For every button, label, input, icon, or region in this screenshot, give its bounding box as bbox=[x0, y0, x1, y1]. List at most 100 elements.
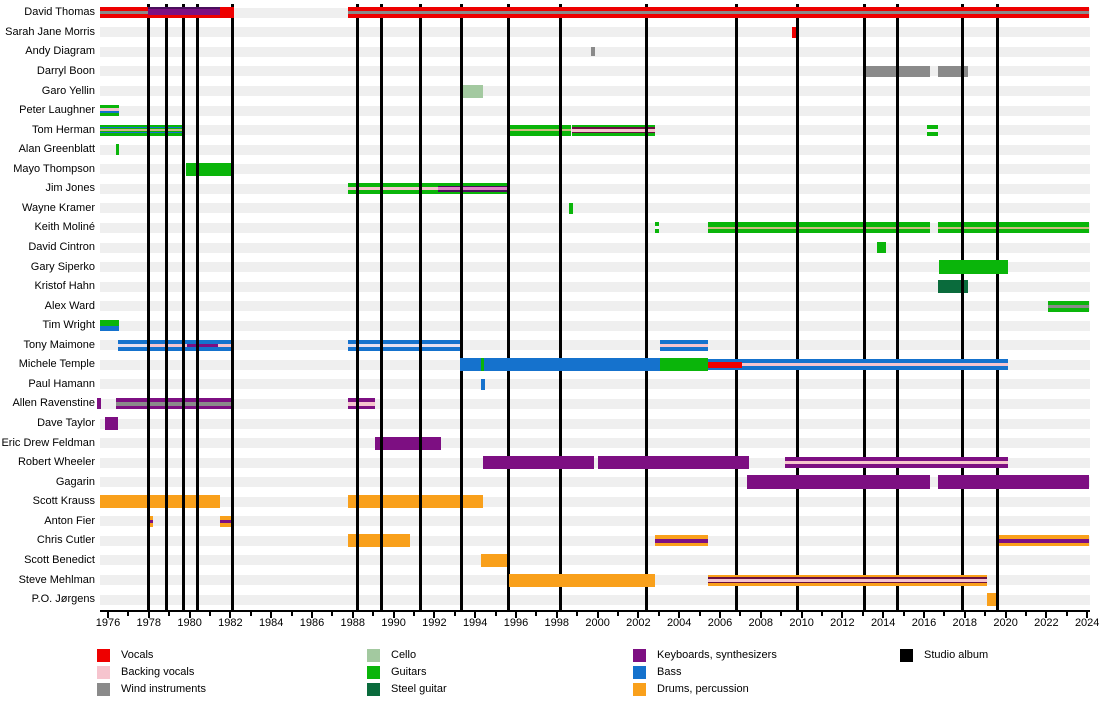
year-tick bbox=[474, 612, 477, 618]
studio-album-line bbox=[356, 4, 360, 610]
timeline-bar bbox=[220, 7, 235, 19]
timeline-bar bbox=[659, 358, 708, 372]
row-band bbox=[100, 46, 1090, 57]
legend-swatch-guitars bbox=[367, 666, 380, 679]
instrument-stripe bbox=[785, 460, 1008, 465]
instrument-stripe bbox=[572, 127, 655, 129]
timeline-bar bbox=[99, 105, 120, 117]
studio-album-line bbox=[645, 4, 649, 610]
row-band bbox=[100, 203, 1090, 214]
legend-swatch-bass bbox=[633, 666, 646, 679]
year-tick bbox=[1065, 612, 1068, 616]
member-label: Darryl Boon bbox=[36, 64, 95, 77]
legend-swatch-drums-percussion bbox=[633, 683, 646, 696]
year-tick bbox=[902, 612, 905, 616]
timeline-bar bbox=[938, 475, 1090, 490]
member-label: Jim Jones bbox=[45, 182, 95, 195]
row-band bbox=[100, 438, 1090, 449]
timeline-bar bbox=[481, 378, 486, 390]
member-label: Steve Mehlman bbox=[18, 573, 95, 586]
timeline-bar bbox=[877, 242, 887, 253]
year-label: 1976 bbox=[95, 617, 121, 629]
timeline-bar bbox=[438, 183, 509, 195]
year-tick bbox=[127, 612, 130, 616]
row-band bbox=[100, 144, 1090, 155]
year-label: 1994 bbox=[462, 617, 488, 629]
year-tick bbox=[413, 612, 415, 616]
member-label: Chris Cutler bbox=[36, 534, 95, 547]
instrument-stripe bbox=[1048, 304, 1090, 308]
studio-album-line bbox=[895, 4, 899, 610]
legend-swatch-wind-instruments bbox=[97, 683, 110, 696]
year-label: 1978 bbox=[136, 617, 162, 629]
timeline-bar bbox=[347, 183, 439, 195]
year-label: 2008 bbox=[748, 617, 774, 629]
year-label: 1988 bbox=[340, 617, 366, 629]
year-tick bbox=[739, 612, 742, 616]
member-label: David Cintron bbox=[28, 241, 95, 253]
timeline-bar bbox=[459, 358, 660, 372]
instrument-stripe bbox=[218, 343, 235, 347]
legend-label: Wind instruments bbox=[121, 683, 206, 695]
timeline-bar bbox=[220, 515, 235, 527]
member-label: Alan Greenblatt bbox=[18, 143, 95, 156]
timeline-bar bbox=[785, 457, 1008, 469]
legend-label: Steel guitar bbox=[391, 683, 447, 695]
year-tick bbox=[637, 612, 640, 618]
row-band bbox=[100, 535, 1090, 546]
member-label: Kristof Hahn bbox=[34, 280, 95, 293]
row-band bbox=[100, 477, 1090, 488]
legend-label: Keyboards, synthesizers bbox=[657, 649, 777, 661]
row-band bbox=[100, 398, 1090, 409]
timeline-bar bbox=[347, 398, 376, 410]
year-tick bbox=[147, 612, 150, 618]
timeline-bar bbox=[116, 398, 235, 410]
timeline-bar bbox=[659, 339, 708, 351]
year-tick bbox=[861, 612, 864, 616]
timeline-bar bbox=[481, 553, 509, 567]
year-tick bbox=[698, 612, 701, 616]
year-label: 2010 bbox=[789, 617, 814, 629]
studio-album-line bbox=[559, 4, 563, 610]
instrument-stripe bbox=[438, 190, 509, 192]
member-label: Mayo Thompson bbox=[13, 162, 95, 175]
row-band bbox=[100, 516, 1090, 527]
timeline-bar bbox=[707, 359, 743, 371]
studio-album-line bbox=[379, 4, 383, 610]
year-tick bbox=[229, 612, 232, 618]
year-tick bbox=[821, 612, 823, 616]
timeline-bar bbox=[597, 456, 749, 470]
member-label: Anton Fier bbox=[44, 514, 95, 527]
timeline-bar bbox=[927, 124, 939, 136]
year-label: 2002 bbox=[626, 617, 651, 629]
timeline-bar bbox=[116, 144, 120, 156]
year-tick bbox=[515, 612, 517, 618]
studio-album-line bbox=[796, 4, 800, 610]
timeline-bar bbox=[99, 7, 148, 19]
row-band bbox=[100, 379, 1090, 390]
year-label: 2000 bbox=[585, 617, 610, 629]
row-band bbox=[100, 555, 1090, 566]
year-tick bbox=[759, 612, 762, 618]
year-label: 2004 bbox=[666, 617, 692, 629]
instrument-stripe bbox=[347, 402, 376, 406]
member-label: Gary Siperko bbox=[30, 260, 95, 273]
timeline-bar bbox=[707, 222, 931, 234]
year-tick bbox=[555, 612, 558, 618]
timeline-bar bbox=[99, 495, 147, 509]
legend-label: Cello bbox=[391, 649, 417, 661]
instrument-stripe bbox=[99, 11, 148, 15]
timeline-bar bbox=[186, 339, 219, 351]
timeline-bar bbox=[99, 320, 120, 332]
studio-album-line bbox=[507, 4, 511, 610]
legend-label: Drums, percussion bbox=[657, 683, 749, 695]
instrument-stripe bbox=[147, 7, 221, 9]
year-tick bbox=[453, 612, 456, 616]
timeline-bar bbox=[654, 535, 708, 547]
instrument-stripe bbox=[654, 226, 659, 230]
timeline-bar bbox=[347, 7, 1090, 19]
timeline-bar bbox=[96, 398, 101, 410]
studio-album-line bbox=[460, 4, 464, 610]
instrument-stripe bbox=[147, 8, 221, 15]
year-tick bbox=[678, 612, 681, 618]
